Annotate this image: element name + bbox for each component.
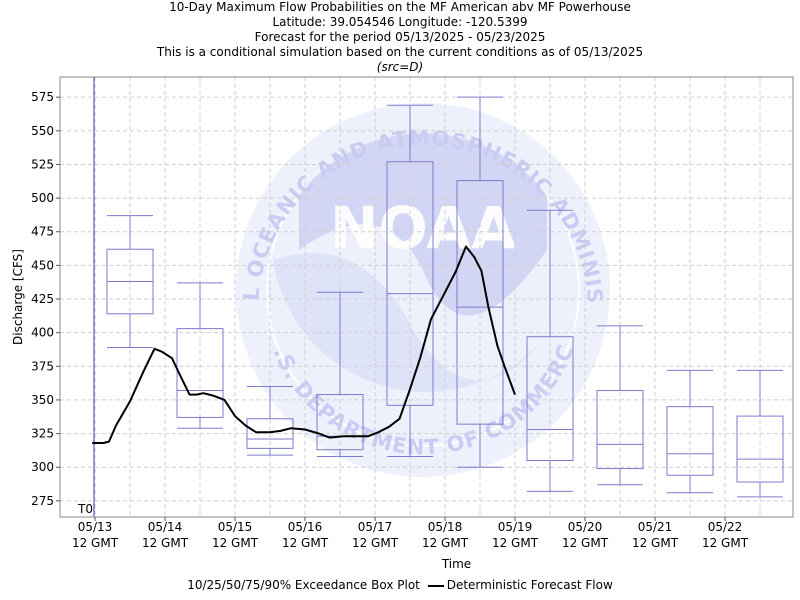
plot-frame [59, 76, 794, 518]
y-tick-label-475: 475 [31, 225, 54, 239]
box-iqr [456, 180, 504, 425]
box-plot-05/16 [316, 291, 364, 457]
chart-subtitle: (src=D) [376, 60, 424, 74]
deterministic-line-group [92, 77, 516, 517]
y-axis-label: Discharge [CFS] [11, 249, 25, 345]
x-tick-sublabel-05/17: 12 GMT [352, 536, 399, 550]
title-line-1: 10-Day Maximum Flow Probabilities on the… [169, 0, 631, 14]
y-tick-label-550: 550 [31, 124, 54, 138]
x-tick-sublabel-05/22: 12 GMT [702, 536, 749, 550]
box-plot-05/18 [456, 96, 504, 468]
t0-label: T0 [77, 502, 93, 516]
x-tick-label-05/16: 05/16 [288, 520, 323, 534]
x-tick-label-05/13: 05/13 [78, 520, 113, 534]
x-tick-sublabel-05/14: 12 GMT [142, 536, 189, 550]
watermark-gull-shape [299, 132, 547, 316]
title-line-3: Forecast for the period 05/13/2025 - 05/… [254, 30, 546, 44]
title-line-4: This is a conditional simulation based o… [156, 45, 644, 59]
watermark-ring [236, 103, 610, 477]
box-plot-05/14 [176, 282, 224, 429]
y-tick-label-325: 325 [31, 427, 54, 441]
legend-box-label: 10/25/50/75/90% Exceedance Box Plot [187, 578, 420, 592]
grid-lines [60, 77, 793, 517]
chart-title-block: 10-Day Maximum Flow Probabilities on the… [0, 0, 800, 75]
x-tick-sublabel-05/15: 12 GMT [212, 536, 259, 550]
noaa-logo-watermark: NOAANATIONAL OCEANIC AND ATMOSPHERIC ADM… [0, 0, 610, 477]
y-tick-label-525: 525 [31, 157, 54, 171]
box-plots [106, 96, 784, 498]
box-plot-05/17 [386, 104, 434, 457]
x-tick-sublabel-05/19: 12 GMT [492, 536, 539, 550]
x-tick-label-05/17: 05/17 [358, 520, 393, 534]
x-tick-sublabel-05/13: 12 GMT [72, 536, 119, 550]
chart-legend: 10/25/50/75/90% Exceedance Box Plot Dete… [0, 578, 800, 592]
box-plot-05/21 [666, 369, 714, 494]
box-plot-05/13 [106, 215, 154, 348]
x-tick-sublabel-05/16: 12 GMT [282, 536, 329, 550]
x-axis-label: Time [441, 557, 471, 571]
x-tick-sublabel-05/20: 12 GMT [562, 536, 609, 550]
y-tick-label-350: 350 [31, 393, 54, 407]
box-plot-05/19 [526, 209, 574, 492]
x-tick-sublabel-05/18: 12 GMT [422, 536, 469, 550]
x-tick-label-05/14: 05/14 [148, 520, 183, 534]
y-tick-label-400: 400 [31, 326, 54, 340]
deterministic-forecast-line [92, 245, 516, 444]
box-plot-05/20 [596, 325, 644, 486]
box-plot-05/22 [736, 369, 784, 498]
box-plot-05/15 [246, 385, 294, 456]
watermark-wave [273, 253, 563, 392]
x-tick-label-05/18: 05/18 [428, 520, 463, 534]
y-tick-label-425: 425 [31, 292, 54, 306]
legend-line-swatch [427, 584, 444, 587]
y-tick-label-275: 275 [31, 494, 54, 508]
y-axis: 275 300 325 350 375 400 425 450 475 500 525 550 575 D… [11, 90, 60, 508]
x-tick-label-05/22: 05/22 [708, 520, 743, 534]
x-tick-label-05/15: 05/15 [218, 520, 253, 534]
plot-border [59, 76, 794, 518]
x-axis: 05/13 12 GMT 05/14 12 GMT 05/15 12 GMT 05/16 12… [72, 502, 749, 571]
title-line-2: Latitude: 39.054546 Longitude: -120.5399 [272, 15, 528, 29]
y-tick-label-500: 500 [31, 191, 54, 205]
x-tick-label-05/21: 05/21 [638, 520, 673, 534]
y-tick-label-575: 575 [31, 90, 54, 104]
x-tick-label-05/19: 05/19 [498, 520, 533, 534]
legend-line-label: Deterministic Forecast Flow [446, 578, 613, 592]
y-tick-label-450: 450 [31, 258, 54, 272]
watermark-noaa-text: NOAA [330, 194, 516, 262]
x-tick-sublabel-05/21: 12 GMT [632, 536, 679, 550]
y-tick-label-375: 375 [31, 359, 54, 373]
y-tick-label-300: 300 [31, 460, 54, 474]
x-tick-label-05/20: 05/20 [568, 520, 603, 534]
